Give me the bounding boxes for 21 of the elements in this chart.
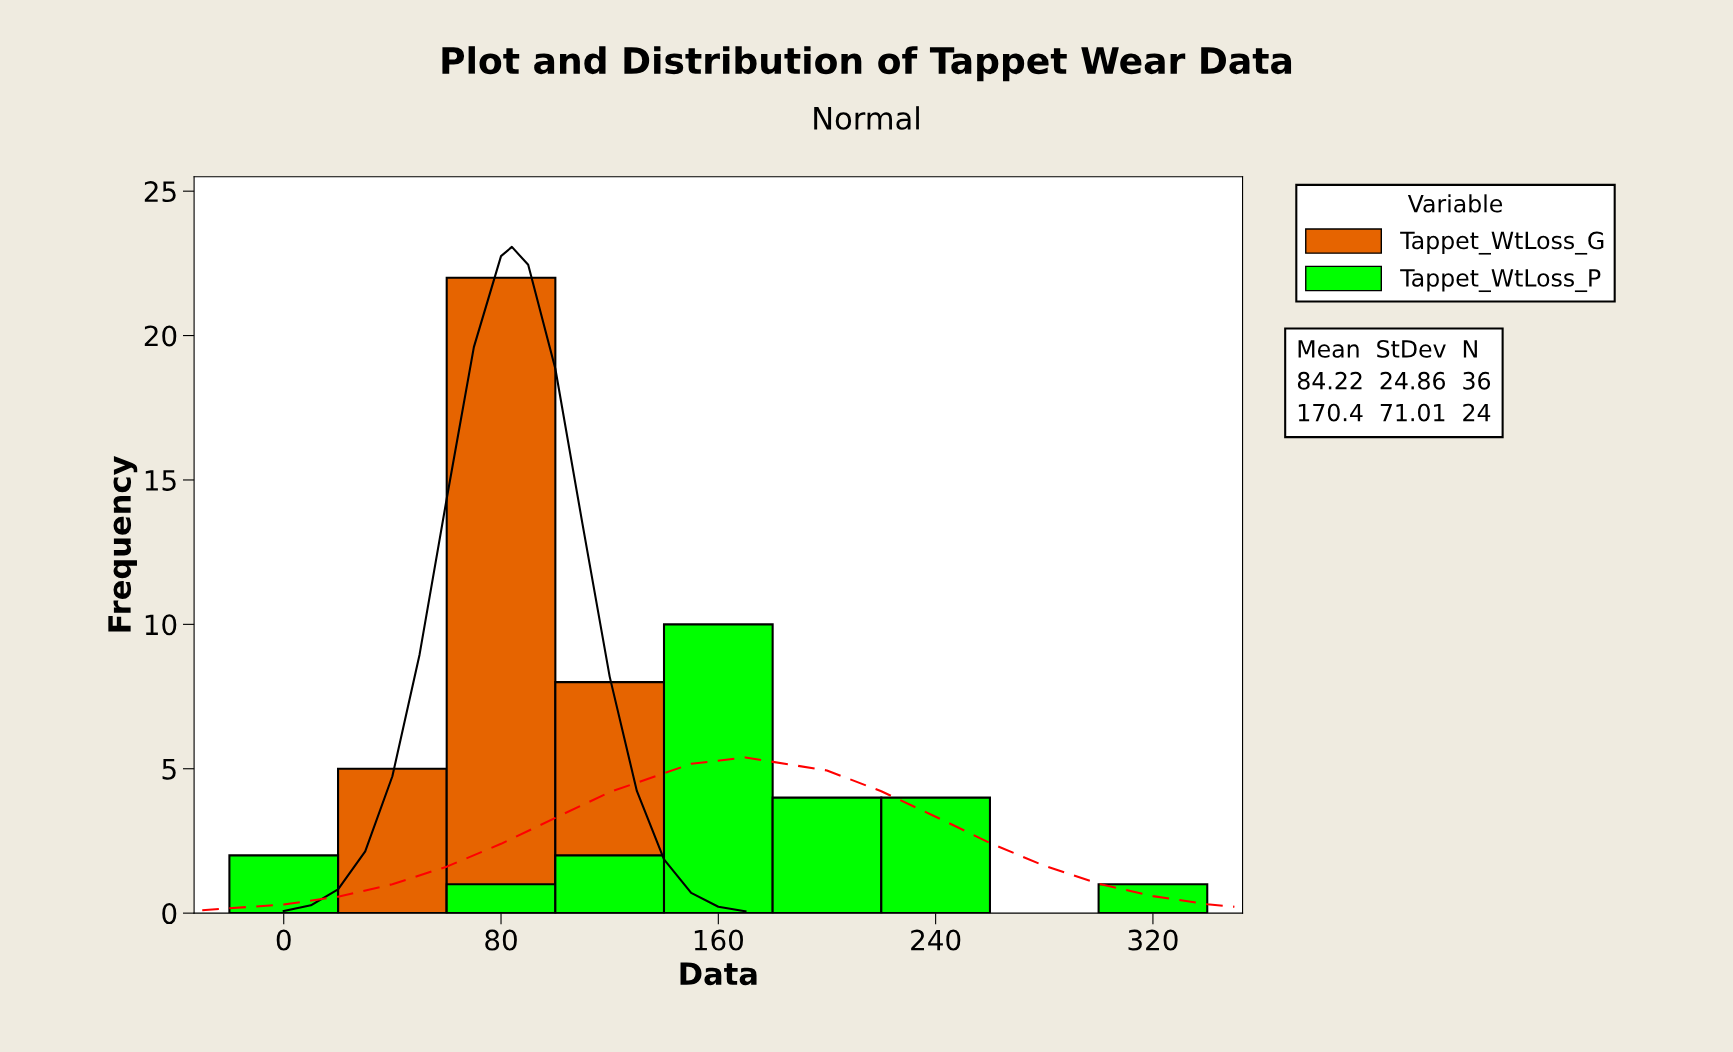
text: 84.22 24.86 36 <box>1297 371 1491 390</box>
y-tick-label: 10 <box>145 614 177 636</box>
x-tick-label: 0 <box>276 929 291 951</box>
legend-label: Tappet_WtLoss_P <box>1400 269 1601 293</box>
x-tick-label: 160 <box>694 929 743 951</box>
x-tick-label: 80 <box>485 929 517 951</box>
text: 170.4 71.01 24 <box>1298 403 1491 422</box>
y-axis-title: Frequency <box>108 456 138 632</box>
y-tick-label: 5 <box>162 759 176 780</box>
legend-label: Tappet_WtLoss_G <box>1400 231 1604 255</box>
x-tick-label: 320 <box>1128 929 1178 951</box>
x-axis-title: Data <box>680 962 757 986</box>
y-tick-label: 15 <box>145 470 176 491</box>
chart-subtitle: Normal <box>814 106 919 130</box>
text: Mean StDev N <box>1298 339 1477 358</box>
y-tick-label: 25 <box>144 181 176 203</box>
y-tick-label: 0 <box>162 903 177 925</box>
legend-title: Variable <box>1407 194 1503 213</box>
x-tick-label: 240 <box>911 929 961 951</box>
y-tick-label: 20 <box>144 325 177 347</box>
chart-title: Plot and Distribution of Tappet Wear Data <box>442 46 1292 82</box>
